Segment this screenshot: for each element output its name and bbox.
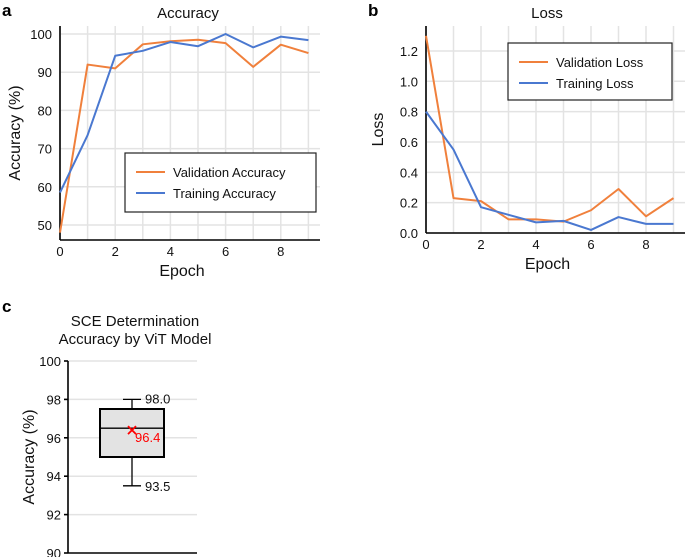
y-tick-label: 50 — [38, 218, 52, 233]
x-tick-label: 8 — [642, 237, 649, 252]
y-axis-label: Accuracy (%) — [7, 85, 24, 180]
chart-title-line-2: Accuracy by ViT Model — [59, 331, 212, 348]
y-tick-label: 60 — [38, 180, 52, 195]
y-axis-label: Accuracy (%) — [21, 409, 38, 504]
panel-label-b: b — [368, 1, 378, 20]
x-tick-label: 4 — [167, 244, 174, 259]
y-tick-label: 96 — [47, 431, 61, 446]
y-tick-label: 0.4 — [400, 165, 418, 180]
legend-box — [507, 42, 673, 101]
accuracy-chart: 0 2 4 6 8 50 60 70 80 90 100 Epoch Accuracy (%) Accur… — [7, 5, 320, 280]
x-tick-label: 2 — [477, 237, 484, 252]
y-tick-label: 100 — [39, 354, 61, 369]
x-tick-label: 4 — [532, 237, 539, 252]
y-tick-label: 94 — [47, 469, 61, 484]
panel-label-a: a — [2, 1, 12, 20]
legend: Validation Loss Training Loss — [507, 42, 673, 101]
y-tick-label: 0.0 — [400, 226, 418, 241]
y-tick-label: 1.0 — [400, 74, 418, 89]
y-tick-label: 92 — [47, 508, 61, 523]
chart-title-line-1: SCE Determination — [71, 313, 199, 330]
whisker-high-label: 98.0 — [145, 391, 170, 406]
legend-box — [124, 152, 317, 213]
y-tick-label: 0.8 — [400, 105, 418, 120]
box-iqr — [99, 408, 165, 458]
mean-marker — [127, 425, 137, 435]
y-tick-label: 98 — [47, 392, 61, 407]
y-tick-label: 0.2 — [400, 196, 418, 211]
y-tick-label: 0.6 — [400, 135, 418, 150]
series-line-training-accuracy — [59, 33, 309, 193]
chart-title: Accuracy — [157, 5, 219, 22]
y-tick-label: 90 — [47, 546, 61, 557]
legend-label: Training Accuracy — [173, 186, 276, 201]
chart-title: Loss — [531, 5, 563, 22]
x-tick-label: 6 — [587, 237, 594, 252]
mean-label: 96.4 — [135, 430, 160, 445]
series-line-validation-accuracy — [59, 38, 309, 233]
x-tick-label: 6 — [222, 244, 229, 259]
y-tick-label: 70 — [38, 142, 52, 157]
x-tick-label: 2 — [112, 244, 119, 259]
whisker-low-label: 93.5 — [145, 479, 170, 494]
y-tick-label: 1.2 — [400, 44, 418, 59]
loss-chart: 0 2 4 6 8 0.0 0.2 0.4 0.6 0.8 1.0 1.2 Epoch Loss Loss V… — [370, 5, 685, 273]
legend-label: Training Loss — [556, 76, 634, 91]
x-axis-label: Epoch — [525, 256, 570, 273]
series-line-training-loss — [425, 111, 674, 231]
y-axis-label: Loss — [370, 113, 387, 147]
x-tick-label: 8 — [277, 244, 284, 259]
legend-label: Validation Loss — [556, 55, 644, 70]
y-tick-label: 80 — [38, 103, 52, 118]
y-tick-label: 90 — [38, 65, 52, 80]
x-tick-label: 0 — [422, 237, 429, 252]
x-axis-label: Epoch — [159, 263, 204, 280]
y-tick-label: 100 — [30, 27, 52, 42]
x-tick-label: 0 — [56, 244, 63, 259]
panel-label-c: c — [2, 297, 11, 316]
legend: Validation Accuracy Training Accuracy — [124, 152, 317, 213]
series-line-validation-loss — [425, 35, 675, 223]
legend-label: Validation Accuracy — [173, 165, 286, 180]
